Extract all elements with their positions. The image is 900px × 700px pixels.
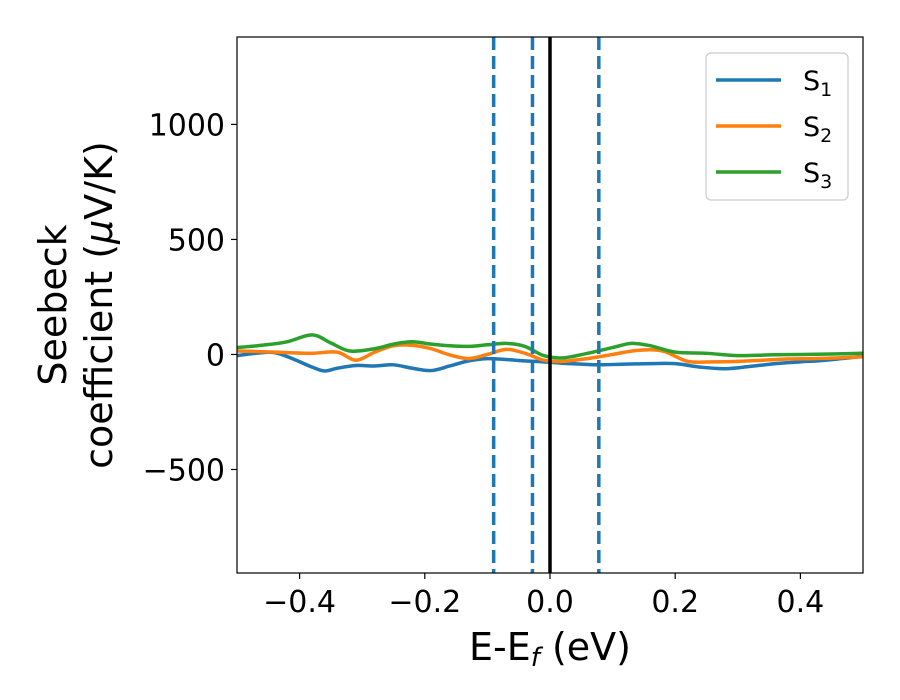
legend-label-s2: S2: [803, 112, 832, 147]
x-tick-label: −0.2: [388, 585, 461, 620]
ticks-layer: −0.4 −0.2 0.0 0.2 0.4 −500 0 500 1000: [143, 108, 825, 620]
legend: S1 S2 S3: [705, 52, 849, 201]
series-line-s1: [237, 350, 863, 373]
series-line-s3: [237, 333, 863, 360]
x-axis-label: E-Ef (eV): [469, 625, 631, 673]
y-axis-label: Seebeck coefficient (μV/K): [31, 141, 121, 469]
x-tick-label: 0.4: [777, 585, 825, 620]
x-tick-label: 0.0: [526, 585, 574, 620]
curves-layer: [237, 333, 863, 373]
reference-lines-layer: [491, 37, 601, 573]
series-line-s2: [237, 343, 863, 365]
y-axis-label-line1: Seebeck: [31, 224, 75, 385]
y-tick-label: 500: [168, 223, 225, 258]
y-axis-label-line2: coefficient (μV/K): [77, 141, 121, 469]
legend-label-s3: S3: [803, 158, 832, 193]
x-tick-label: −0.4: [263, 585, 336, 620]
y-tick-label: −500: [143, 453, 225, 488]
y-tick-label: 1000: [149, 108, 225, 143]
y-tick-label: 0: [206, 338, 225, 373]
legend-label-s1: S1: [803, 66, 832, 101]
x-tick-label: 0.2: [651, 585, 699, 620]
